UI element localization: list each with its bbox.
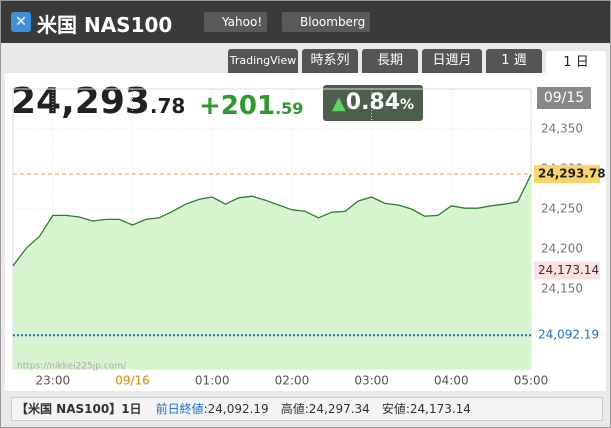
x-icon[interactable]: ✕: [11, 12, 31, 32]
link[interactable]: Bloomberg: [282, 12, 371, 32]
y-tick-label: 24,350: [541, 122, 583, 136]
x-tick-label: 23:00: [36, 374, 71, 388]
price-decimal: .78: [149, 94, 186, 118]
change-decimal: .59: [275, 99, 304, 118]
percent-unit: %: [400, 97, 415, 113]
link[interactable]: Yahoo!: [204, 12, 268, 32]
low: 安値:24,173.14: [381, 402, 471, 416]
tab[interactable]: TradingView: [228, 49, 298, 73]
high: 高値:24,297.34: [280, 402, 370, 416]
watermark: https://nikkei225jp.com/: [17, 362, 127, 372]
reference-label-bg: [534, 326, 600, 345]
chart: 24,15024,20024,25024,30024,35023:0009/16…: [12, 88, 606, 388]
x-tick-label: 04:00: [434, 374, 469, 388]
y-tick-label: 24,200: [541, 242, 583, 256]
header-bar: ✕ 米国 NAS100 Yahoo! Bloomberg: [1, 1, 610, 43]
percent-box: ▲0.84%: [323, 85, 423, 121]
x-tick-label: 01:00: [195, 374, 230, 388]
x-tick-label: 09/16: [115, 374, 150, 388]
y-tick-label: 24,250: [541, 202, 583, 216]
y-tick-label: 24,150: [541, 282, 583, 296]
footer: 【米国 NAS100】1日 前日終値:24,092.19 高値:24,297.34 安…: [11, 397, 603, 421]
price: 24,293.78: [11, 81, 185, 122]
percent-main: 0.84: [345, 90, 401, 115]
change: +201.59: [199, 91, 303, 121]
area: [13, 174, 531, 369]
reference-label-bg: [534, 164, 600, 183]
line: [12, 174, 532, 267]
date: 09/15: [537, 87, 591, 109]
tab-active[interactable]: 1 日: [546, 51, 606, 75]
tab[interactable]: 時系列: [302, 49, 358, 73]
prev-close: :24,092.19: [203, 402, 269, 416]
reference-label-bg: [534, 261, 600, 280]
tab[interactable]: 日週月: [422, 49, 482, 73]
tab[interactable]: 1 週: [486, 49, 542, 73]
reference-label: 24,293.78: [538, 166, 606, 180]
price-main: 24,293: [11, 81, 150, 122]
reference-label: 24,092.19: [538, 328, 599, 342]
prev-close-label: 前日終値: [155, 402, 204, 416]
change-main: +201: [199, 91, 276, 121]
footer-name: 【米国 NAS100】1日: [16, 402, 142, 416]
x-tick-label: 02:00: [275, 374, 310, 388]
tab[interactable]: 長期: [362, 49, 418, 73]
title: 米国 NAS100: [37, 13, 173, 37]
reference-label: 24,173.14: [538, 263, 599, 277]
up-arrow: ▲: [331, 93, 346, 114]
x-tick-label: 03:00: [354, 374, 389, 388]
x-tick-label: 05:00: [514, 374, 549, 388]
